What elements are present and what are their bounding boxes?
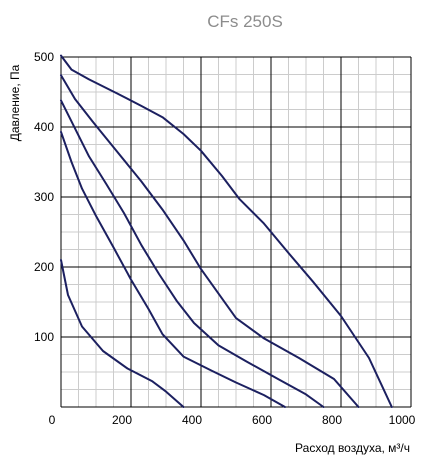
y-tick-label: 500 [34, 50, 54, 64]
chart-title: CFs 250S [207, 12, 283, 31]
tick-labels: 100 200 300 400 500 0 200 400 600 800 1000 [34, 50, 416, 427]
x-tick-label: 600 [252, 413, 272, 427]
y-tick-label: 200 [34, 260, 54, 274]
fan-curve-2 [60, 130, 286, 408]
y-tick-label: 400 [34, 120, 54, 134]
y-axis-label: Давление, Па [8, 64, 22, 141]
major-grid [60, 56, 412, 408]
x-tick-label: 200 [112, 413, 132, 427]
y-tick-label: 300 [34, 190, 54, 204]
x-tick-label: 800 [322, 413, 342, 427]
fan-curve-5 [60, 54, 393, 408]
x-tick-label: 0 [49, 413, 56, 427]
fan-curve-3 [60, 99, 325, 408]
x-tick-label: 400 [182, 413, 202, 427]
x-tick-label: 1000 [389, 413, 416, 427]
x-axis-label: Расход воздуха, м³/ч [295, 441, 410, 455]
series-layer [60, 54, 393, 408]
y-tick-label: 100 [34, 330, 54, 344]
fan-curve-1 [60, 259, 185, 408]
fan-curve-4 [60, 74, 360, 408]
